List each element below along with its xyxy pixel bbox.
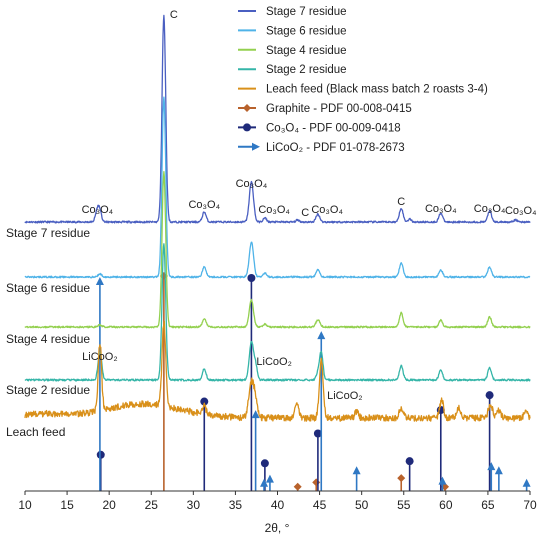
legend-label-stage-6-residue: Stage 6 residue (266, 25, 347, 37)
peak-label-13: LiCoO₂ (327, 390, 362, 402)
peak-label-10: Co₃O₄ (505, 205, 537, 217)
legend-label-stage-4-residue: Stage 4 residue (266, 45, 347, 57)
peak-label-0: C (170, 9, 178, 21)
peak-label-2: Co₃O₄ (188, 199, 220, 211)
trace-stage-2-residue (24, 243, 531, 382)
legend-label-co-o-pdf-00-009-0418: Co₃O₄ - PDF 00-009-0418 (266, 122, 401, 134)
ref-marker-licoo-pdf-01-078-2673-38.4 (260, 478, 269, 487)
peak-label-4: Co₃O₄ (258, 204, 290, 216)
x-axis: 10 15 20 25 30 35 40 45 50 55 60 65 70 (18, 490, 537, 512)
ref-marker-graphite-pdf-00-008-0415-54.7 (397, 474, 406, 483)
x-tick-label-10: 10 (18, 498, 32, 512)
ref-marker-co-o-pdf-00-009-0418-19 (96, 450, 105, 459)
trace-label-stage-7-residue: Stage 7 residue (6, 226, 90, 240)
peak-label-6: Co₃O₄ (311, 204, 343, 216)
ref-marker-licoo-pdf-01-078-2673-69.6 (522, 478, 531, 487)
legend-label-leach-feed-black-mass-batch-2-roasts-3-4: Leach feed (Black mass batch 2 roasts 3-… (266, 84, 488, 96)
legend: Stage 7 residue Stage 6 residue Stage 4 re… (238, 6, 488, 154)
peak-label-1: Co₃O₄ (82, 204, 114, 216)
traces-group (24, 14, 531, 422)
x-tick-label-65: 65 (481, 498, 495, 512)
peak-label-3: Co₃O₄ (236, 178, 268, 190)
ref-marker-licoo-pdf-01-078-2673-37.4 (251, 410, 260, 419)
trace-label-leach-feed: Leach feed (6, 425, 65, 439)
ref-marker-licoo-pdf-01-078-2673-45.2 (317, 331, 326, 340)
legend-marker-graphite-pdf-00-008-0415 (243, 104, 251, 112)
peak-label-7: C (397, 196, 405, 208)
trace-stage-6-residue (24, 96, 531, 279)
legend-label-graphite-pdf-00-008-0415: Graphite - PDF 00-008-0415 (266, 103, 412, 115)
ref-marker-licoo-pdf-01-078-2673-59.6 (438, 476, 447, 485)
ref-marker-co-o-pdf-00-009-0418-36.9 (247, 274, 256, 282)
ref-marker-co-o-pdf-00-009-0418-38.5 (260, 459, 269, 468)
legend-label-stage-7-residue: Stage 7 residue (266, 6, 347, 18)
ref-marker-graphite-pdf-00-008-0415-44.6 (312, 478, 321, 487)
trace-label-stage-4-residue: Stage 4 residue (6, 332, 90, 346)
x-tick-label-40: 40 (271, 498, 285, 512)
trace-stage-4-residue (24, 171, 531, 329)
peak-label-12: LiCoO₂ (256, 356, 291, 368)
ref-marker-co-o-pdf-00-009-0418-31.3 (200, 397, 209, 406)
ref-marker-co-o-pdf-00-009-0418-55.7 (405, 457, 414, 466)
trace-stage-7-residue (24, 14, 531, 224)
peak-label-5: C (301, 207, 309, 219)
x-tick-label-45: 45 (313, 498, 327, 512)
ref-marker-graphite-pdf-00-008-0415-42.4 (293, 482, 302, 491)
reference-lines-group (95, 272, 531, 491)
peak-label-8: Co₃O₄ (425, 203, 457, 215)
trace-leach-feed (24, 320, 531, 422)
x-axis-label: 2θ, ° (265, 521, 290, 535)
ref-marker-licoo-pdf-01-078-2673-39.1 (265, 474, 274, 483)
x-tick-label-55: 55 (397, 498, 411, 512)
x-tick-label-60: 60 (439, 498, 453, 512)
peak-label-9: Co₃O₄ (474, 203, 506, 215)
ref-marker-licoo-pdf-01-078-2673-66.3 (494, 466, 503, 475)
x-tick-label-25: 25 (145, 498, 159, 512)
x-tick-label-15: 15 (60, 498, 74, 512)
ref-marker-licoo-pdf-01-078-2673-49.4 (352, 466, 361, 475)
ref-marker-licoo-pdf-01-078-2673-18.9 (95, 277, 104, 285)
x-tick-label-50: 50 (355, 498, 369, 512)
legend-label-stage-2-residue: Stage 2 residue (266, 64, 347, 76)
legend-label-licoo-pdf-01-078-2673: LiCoO₂ - PDF 01-078-2673 (266, 142, 405, 154)
x-tick-label-30: 30 (187, 498, 201, 512)
ref-marker-co-o-pdf-00-009-0418-65.2 (485, 391, 494, 400)
x-tick-label-70: 70 (523, 498, 537, 512)
ref-marker-licoo-pdf-01-078-2673-65.4 (487, 462, 496, 471)
legend-marker-co-o-pdf-00-009-0418 (243, 123, 251, 132)
ref-marker-co-o-pdf-00-009-0418-44.8 (313, 429, 322, 438)
x-tick-label-35: 35 (229, 498, 243, 512)
x-tick-label-20: 20 (102, 498, 116, 512)
peak-label-11: LiCoO₂ (82, 351, 117, 363)
legend-marker-licoo-pdf-01-078-2673 (252, 142, 260, 151)
trace-label-stage-6-residue: Stage 6 residue (6, 281, 90, 295)
trace-labels-group: Stage 7 residue Stage 6 residue Stage 4 re… (6, 226, 90, 439)
trace-label-stage-2-residue: Stage 2 residue (6, 383, 90, 397)
